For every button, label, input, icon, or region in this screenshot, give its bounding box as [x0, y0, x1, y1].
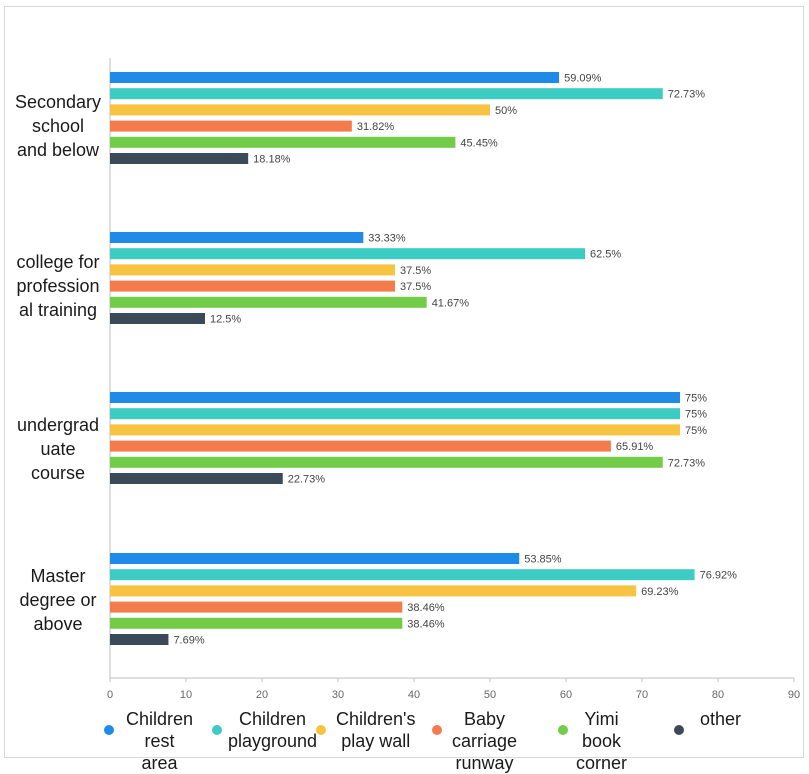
bar-value-label: 7.69%: [173, 635, 204, 647]
bar: [110, 88, 663, 100]
bar-value-label: 45.45%: [460, 137, 498, 149]
legend-label: Yimi book corner: [576, 709, 628, 773]
category-label-line: above: [33, 614, 83, 634]
bar-value-label: 50%: [495, 105, 517, 117]
bar-value-label: 22.73%: [288, 474, 326, 486]
category-label: college for profession al training: [8, 250, 108, 322]
legend-marker: [104, 725, 114, 735]
legend-marker: [674, 725, 684, 735]
category-label-line: undergrad: [16, 415, 100, 435]
bar: [110, 232, 364, 243]
legend-label: Children's play wall: [336, 709, 416, 751]
x-tick-label: 20: [256, 689, 268, 701]
category-label: undergrad uate course: [8, 413, 108, 485]
category-label-line: Secondary: [14, 92, 102, 112]
x-tick-label: 30: [332, 689, 344, 701]
bar-value-label: 41.67%: [432, 297, 470, 309]
bar: [110, 120, 352, 132]
bar-value-label: 62.5%: [590, 249, 621, 261]
bar: [110, 553, 520, 564]
category-label-line: Master: [30, 566, 86, 586]
bar: [110, 136, 456, 148]
legend-label: Children rest area: [126, 709, 194, 773]
legend-marker: [432, 725, 442, 735]
x-tick-label: 90: [788, 689, 800, 701]
bar-value-label: 18.18%: [253, 154, 291, 166]
legend-label: Baby carriage runway: [452, 709, 518, 773]
legend-label: other: [700, 709, 742, 729]
bar: [110, 617, 403, 629]
bar-value-label: 75%: [685, 393, 707, 405]
bar-value-label: 75%: [685, 409, 707, 421]
bar-value-label: 38.46%: [407, 602, 445, 614]
bar-value-label: 38.46%: [407, 618, 445, 630]
bar: [110, 296, 427, 308]
legend-marker: [212, 725, 222, 735]
bar-value-label: 59.09%: [564, 73, 602, 85]
x-tick-label: 70: [636, 689, 648, 701]
x-tick-label: 50: [484, 689, 496, 701]
bar: [110, 473, 283, 484]
bar: [110, 280, 395, 292]
legend-marker: [316, 725, 326, 735]
x-tick-label: 10: [180, 689, 192, 701]
x-tick-label: 60: [560, 689, 572, 701]
bar: [110, 248, 585, 260]
bar-value-label: 72.73%: [668, 457, 706, 469]
category-label-line: and below: [16, 140, 100, 160]
bar: [110, 456, 663, 468]
bar: [110, 634, 169, 645]
x-tick-label: 40: [408, 689, 420, 701]
bar: [110, 440, 611, 452]
bar: [110, 104, 490, 116]
category-label: Secondary school and below: [8, 90, 108, 162]
bar: [110, 424, 680, 436]
legend-marker: [558, 725, 568, 735]
bar: [110, 601, 403, 613]
bar: [110, 313, 205, 324]
legend-label: Children playground: [228, 709, 318, 751]
bar-value-label: 33.33%: [368, 233, 406, 245]
bar-value-label: 72.73%: [668, 89, 706, 101]
x-tick-label: 0: [107, 689, 113, 701]
category-label-line: degree or: [19, 590, 97, 610]
category-label-line: al training: [18, 300, 98, 320]
bar: [110, 569, 695, 581]
bar: [110, 408, 680, 420]
category-label-line: course: [30, 463, 86, 483]
bar-value-label: 37.5%: [400, 281, 431, 293]
bar-value-label: 75%: [685, 425, 707, 437]
category-label-line: profession: [16, 276, 100, 296]
category-label: Master degree or above: [8, 564, 108, 636]
category-label-line: college for: [16, 252, 100, 272]
bar: [110, 585, 637, 597]
bar: [110, 72, 560, 83]
category-label-line: school: [31, 116, 85, 136]
bar-value-label: 53.85%: [524, 554, 562, 566]
bar-value-label: 37.5%: [400, 265, 431, 277]
bar: [110, 392, 680, 403]
category-label-line: uate: [40, 439, 76, 459]
bar: [110, 153, 249, 164]
x-tick-label: 80: [712, 689, 724, 701]
bar-value-label: 65.91%: [616, 441, 654, 453]
bar-value-label: 31.82%: [357, 121, 395, 133]
bar-value-label: 76.92%: [700, 570, 738, 582]
bar-value-label: 12.5%: [210, 314, 241, 326]
bar: [110, 264, 395, 276]
bar-value-label: 69.23%: [641, 586, 679, 598]
legend: Children rest area Children playground Chi…: [100, 708, 800, 773]
